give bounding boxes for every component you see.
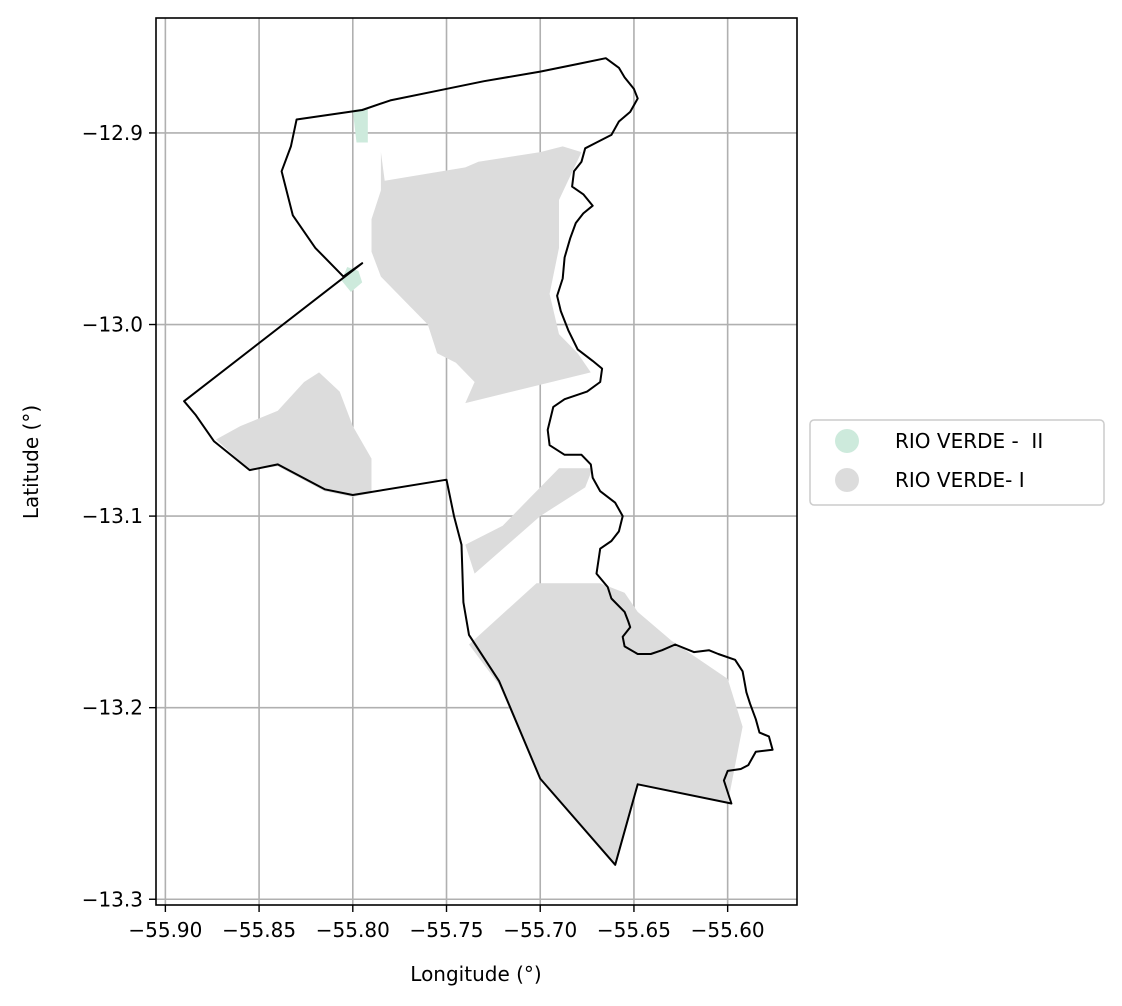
municipality-boundary: [183, 57, 774, 866]
x-tick-label: −55.85: [222, 918, 296, 942]
legend: RIO VERDE - II RIO VERDE- I: [809, 419, 1105, 506]
x-tick-label: −55.70: [503, 918, 577, 942]
x-tick-label: −55.90: [128, 918, 202, 942]
legend-box: [809, 419, 1105, 506]
y-axis-title: Latitude (°): [19, 405, 43, 519]
y-tick-label: −13.2: [82, 696, 143, 720]
y-axis-ticks: −12.9 −13.0 −13.1 −13.2 −13.3: [82, 121, 156, 911]
area-rio-verde-i: [371, 146, 591, 404]
y-tick-label: −13.1: [82, 504, 143, 528]
plot-area: [155, 17, 798, 906]
boundary-layer: [183, 57, 774, 866]
area-rio-verde-i: [216, 372, 372, 497]
legend-label-rio-verde-i: RIO VERDE- I: [895, 468, 1025, 492]
area-rio-verde-i: [469, 583, 743, 865]
y-tick-label: −13.0: [82, 313, 143, 337]
x-tick-label: −55.80: [316, 918, 390, 942]
x-tick-label: −55.60: [691, 918, 765, 942]
area-rio-verde-i: [465, 468, 593, 574]
x-axis-title: Longitude (°): [410, 962, 541, 986]
y-tick-label: −12.9: [82, 121, 143, 145]
land-areas: [216, 108, 743, 865]
area-rio-verde-ii: [352, 108, 368, 143]
x-tick-label: −55.65: [597, 918, 671, 942]
legend-marker-rio-verde-ii: [835, 429, 859, 453]
x-tick-label: −55.75: [410, 918, 484, 942]
legend-label-rio-verde-ii: RIO VERDE - II: [895, 429, 1043, 453]
x-axis-ticks: −55.90 −55.85 −55.80 −55.75 −55.70 −55.65 −55.…: [128, 905, 765, 942]
axes-frame: [155, 17, 798, 906]
legend-marker-rio-verde-i: [835, 468, 859, 492]
y-tick-label: −13.3: [82, 887, 143, 911]
